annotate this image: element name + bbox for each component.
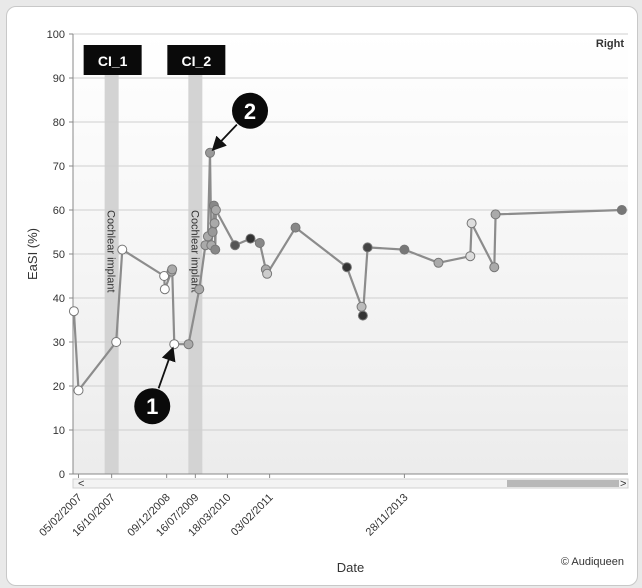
data-point: [167, 264, 178, 275]
data-point: [194, 284, 205, 295]
data-point: [207, 227, 218, 237]
range-scrollbar: [72, 478, 629, 489]
data-point: [254, 238, 265, 248]
data-point: [159, 271, 170, 281]
data-point: [230, 240, 241, 251]
callout-label: 2: [244, 99, 256, 124]
callout-label: 1: [146, 394, 158, 419]
data-point: [341, 262, 352, 273]
y-tick-label: 70: [53, 161, 65, 173]
scrollbar-thumb: [507, 480, 619, 487]
ci-tag-box: [167, 45, 226, 75]
y-tick-label: 80: [53, 117, 65, 129]
data-point: [489, 262, 500, 273]
scroll-left-arrow: <: [78, 478, 84, 490]
y-tick-label: 100: [47, 29, 65, 41]
y-tick-label: 50: [53, 249, 65, 261]
data-point: [245, 233, 256, 244]
corner-label: Right: [596, 38, 624, 50]
scroll-right-arrow: >: [620, 478, 626, 490]
data-point: [465, 251, 476, 262]
y-tick-label: 20: [53, 381, 65, 393]
chart-canvas: 0 10 20 30 40 50 60 70 80 90 100 Cochlear implant CI…: [25, 29, 629, 575]
data-point: [490, 209, 501, 220]
data-point: [356, 301, 367, 312]
data-point: [290, 222, 301, 233]
callout-badge: [134, 388, 171, 425]
data-point: [433, 257, 444, 268]
data-point: [169, 339, 180, 350]
y-tick-label: 40: [53, 293, 65, 305]
implant-band: [188, 49, 203, 474]
data-point: [73, 385, 84, 396]
data-point: [262, 268, 273, 279]
ci-tag-label: CI_2: [182, 53, 212, 69]
x-axis-title: Date: [337, 560, 364, 575]
y-tick-label: 60: [53, 205, 65, 217]
data-point: [183, 339, 194, 350]
implant-band-label: Cochlear implant: [105, 210, 117, 293]
y-tick-label: 90: [53, 73, 65, 85]
data-point: [205, 147, 216, 158]
callout-arrow: [211, 123, 238, 152]
data-point: [399, 244, 410, 255]
data-point: [209, 218, 220, 229]
y-tick-label: 10: [53, 425, 65, 437]
x-tick-label: 03/02/2011: [229, 492, 276, 539]
x-tick-label: 28/11/2013: [364, 492, 411, 539]
implant-band-label: Cochlear implant: [188, 210, 200, 293]
y-axis-title: EaSI (%): [25, 228, 40, 280]
chart-frame: 0 10 20 30 40 50 60 70 80 90 100 Cochlear implant CI…: [6, 6, 638, 586]
implant-band: [104, 49, 119, 474]
data-point: [68, 306, 79, 317]
ci-tag-label: CI_1: [98, 53, 128, 69]
data-point: [159, 284, 170, 295]
brand-label: © Audiqueen: [561, 556, 624, 568]
ci-tag-box: [83, 45, 142, 75]
callout-badge: [232, 92, 269, 129]
data-point: [362, 242, 373, 253]
y-tick-label: 0: [59, 469, 65, 481]
data-point: [616, 205, 627, 215]
y-tick-label: 30: [53, 337, 65, 349]
data-point: [466, 218, 477, 229]
data-point: [117, 244, 128, 255]
data-point: [357, 310, 368, 321]
data-point: [210, 205, 221, 215]
data-point: [210, 244, 221, 255]
callout-arrow: [157, 346, 176, 389]
data-point: [111, 337, 122, 347]
